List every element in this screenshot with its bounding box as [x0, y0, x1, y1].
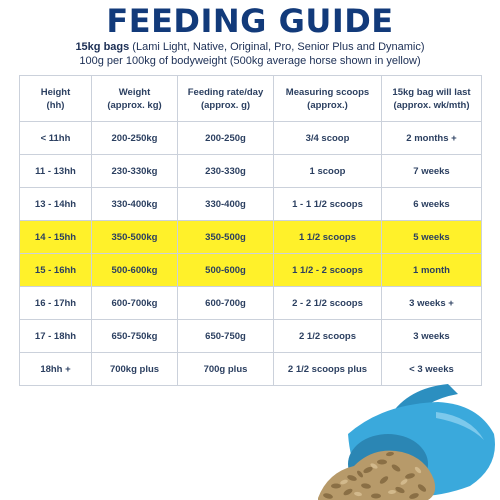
cell-bag-duration: 5 weeks	[381, 220, 482, 254]
cell-height: 15 - 16hh	[19, 253, 92, 287]
cell-feeding-rate: 700g plus	[177, 352, 274, 386]
cell-weight: 600-700kg	[91, 286, 178, 320]
cell-feeding-rate: 600-700g	[177, 286, 274, 320]
cell-weight: 200-250kg	[91, 121, 178, 155]
page-title: FEEDING GUIDE	[106, 2, 394, 40]
measuring-scoop-icon	[318, 384, 495, 500]
cell-bag-duration: 3 weeks	[381, 319, 482, 353]
cell-height: 18hh +	[19, 352, 92, 386]
cell-bag-duration: 7 weeks	[381, 154, 482, 188]
cell-scoops: 3/4 scoop	[273, 121, 382, 155]
cell-height: 14 - 15hh	[19, 220, 92, 254]
cell-feeding-rate: 330-400g	[177, 187, 274, 221]
header-height: Height (hh)	[19, 75, 92, 122]
table-header-row: Height (hh) Weight (approx. kg) Feeding ra…	[19, 75, 482, 122]
cell-scoops: 1 1/2 scoops	[273, 220, 382, 254]
table-row: 11 - 13hh 230-330kg 230-330g 1 scoop 7 w…	[19, 154, 482, 188]
cell-bag-duration: 3 weeks +	[381, 286, 482, 320]
cell-scoops: 1 - 1 1/2 scoops	[273, 187, 382, 221]
header-weight: Weight (approx. kg)	[91, 75, 178, 122]
table-row: < 11hh 200-250kg 200-250g 3/4 scoop 2 mo…	[19, 121, 482, 155]
table-row: 17 - 18hh 650-750kg 650-750g 2 1/2 scoop…	[19, 319, 482, 353]
feeding-note: 100g per 100kg of bodyweight (500kg aver…	[79, 55, 421, 67]
cell-height: 11 - 13hh	[19, 154, 92, 188]
cell-scoops: 2 1/2 scoops	[273, 319, 382, 353]
header-feeding-rate: Feeding rate/day (approx. g)	[177, 75, 274, 122]
cell-feeding-rate: 650-750g	[177, 319, 274, 353]
product-list: (Lami Light, Native, Original, Pro, Seni…	[129, 41, 425, 53]
cell-height: 16 - 17hh	[19, 286, 92, 320]
table-row: 16 - 17hh 600-700kg 600-700g 2 - 2 1/2 s…	[19, 286, 482, 320]
cell-scoops: 1 1/2 - 2 scoops	[273, 253, 382, 287]
cell-feeding-rate: 500-600g	[177, 253, 274, 287]
bag-info: 15kg bags (Lami Light, Native, Original,…	[0, 40, 500, 54]
cell-weight: 650-750kg	[91, 319, 178, 353]
cell-height: 13 - 14hh	[19, 187, 92, 221]
cell-weight: 330-400kg	[91, 187, 178, 221]
header-bag-duration: 15kg bag will last (approx. wk/mth)	[381, 75, 482, 122]
table-row: 13 - 14hh 330-400kg 330-400g 1 - 1 1/2 s…	[19, 187, 482, 221]
cell-bag-duration: 2 months +	[381, 121, 482, 155]
cell-bag-duration: 6 weeks	[381, 187, 482, 221]
cell-scoops: 2 - 2 1/2 scoops	[273, 286, 382, 320]
cell-height: 17 - 18hh	[19, 319, 92, 353]
cell-feeding-rate: 230-330g	[177, 154, 274, 188]
cell-weight: 500-600kg	[91, 253, 178, 287]
cell-scoops: 1 scoop	[273, 154, 382, 188]
table-row: 18hh + 700kg plus 700g plus 2 1/2 scoops…	[19, 352, 482, 386]
cell-height: < 11hh	[19, 121, 92, 155]
pellets-pile	[318, 450, 436, 500]
feeding-table: Height (hh) Weight (approx. kg) Feeding ra…	[19, 75, 482, 386]
cell-feeding-rate: 350-500g	[177, 220, 274, 254]
cell-scoops: 2 1/2 scoops plus	[273, 352, 382, 386]
table-row: 15 - 16hh 500-600kg 500-600g 1 1/2 - 2 s…	[19, 253, 482, 287]
cell-feeding-rate: 200-250g	[177, 121, 274, 155]
cell-bag-duration: < 3 weeks	[381, 352, 482, 386]
cell-weight: 230-330kg	[91, 154, 178, 188]
cell-weight: 700kg plus	[91, 352, 178, 386]
table-row: 14 - 15hh 350-500kg 350-500g 1 1/2 scoop…	[19, 220, 482, 254]
cell-bag-duration: 1 month	[381, 253, 482, 287]
header-scoops: Measuring scoops (approx.)	[273, 75, 382, 122]
cell-weight: 350-500kg	[91, 220, 178, 254]
bag-size: 15kg bags	[75, 41, 130, 53]
